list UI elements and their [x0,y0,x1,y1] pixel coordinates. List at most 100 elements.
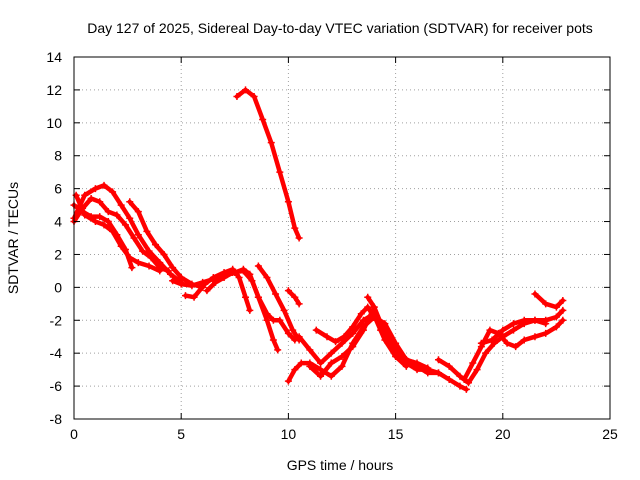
data-point-marker [134,259,142,267]
data-point-marker [364,293,372,301]
data-point-marker [248,277,256,285]
series-arc-8-markers [203,267,299,344]
series-arc-4 [73,192,163,274]
data-point-marker [332,338,340,346]
data-point-marker [151,241,159,249]
series-arc-1 [71,183,184,285]
data-point-marker [104,218,112,226]
data-point-marker [87,195,95,203]
y-tick-label: 10 [46,115,62,131]
data-point-marker [340,333,348,341]
data-point-marker [456,372,464,380]
chart-title: Day 127 of 2025, Sidereal Day-to-day VTE… [87,20,593,36]
y-tick-label: 4 [54,214,62,230]
data-point-marker [113,211,121,219]
data-point-marker [531,290,539,298]
data-point-marker [542,320,550,328]
data-point-marker [117,242,125,250]
data-point-marker [370,303,378,311]
data-point-marker [512,343,520,351]
data-point-marker [126,254,134,262]
data-point-marker [181,292,189,300]
data-point-marker [117,201,125,209]
data-point-marker [409,359,417,367]
x-tick-label: 15 [388,426,404,442]
data-point-marker [464,379,472,387]
data-point-marker [263,273,271,281]
data-point-marker [96,198,104,206]
data-point-marker [552,303,560,311]
data-point-marker [359,326,367,334]
data-point-marker [510,320,518,328]
plot-area [70,86,567,393]
data-point-marker [284,329,292,337]
data-point-marker [284,198,292,206]
data-point-marker [456,382,464,390]
series-arc-7 [183,267,253,313]
series-arc-20 [532,291,566,310]
series-arc-16 [365,294,416,366]
plot-frame [73,56,611,420]
data-point-marker [317,372,325,380]
data-point-marker [503,339,511,347]
data-point-marker [190,293,198,301]
data-point-marker [242,293,250,301]
data-point-marker [413,366,421,374]
data-point-marker [531,333,539,341]
data-point-marker [128,264,136,272]
y-tick-label: -2 [50,312,63,328]
data-point-marker [81,211,89,219]
data-point-marker [203,287,211,295]
y-tick-label: 6 [54,181,62,197]
data-point-marker [177,280,185,288]
series-arc-7-markers [181,265,254,314]
data-point-marker [91,218,99,226]
data-point-marker [242,86,250,94]
data-point-marker [531,316,539,324]
data-point-marker [239,267,247,275]
data-point-marker [220,273,228,281]
data-point-marker [147,254,155,262]
data-point-marker [357,310,365,318]
series-arc-9 [234,87,302,241]
data-point-marker [377,326,385,334]
data-point-marker [276,316,284,324]
series-arc-19-markers [477,316,550,347]
data-point-marker [469,359,477,367]
x-tick-label: 25 [602,426,618,442]
data-point-marker [134,231,142,239]
data-point-marker [477,339,485,347]
series-arc-3 [71,196,171,274]
data-point-marker [164,267,172,275]
data-point-marker [263,316,271,324]
x-axis-label: GPS time / hours [287,457,394,473]
data-point-marker [559,306,567,314]
data-point-marker [473,366,481,374]
data-point-marker [235,273,243,281]
data-point-marker [130,234,138,242]
data-point-marker [482,349,490,357]
data-point-marker [364,303,372,311]
data-point-marker [387,343,395,351]
data-point-marker [520,316,528,324]
y-tick-label: 8 [54,148,62,164]
data-point-marker [552,323,560,331]
series-arc-18 [461,318,566,382]
axis-ticks: 0 5 10 15 20 25 -8 -6 -4 -2 0 2 4 6 8 10 12 14 [46,49,618,442]
data-point-marker [177,273,185,281]
data-point-marker [100,221,108,229]
series-arc-11-markers [284,287,303,308]
data-point-marker [312,326,320,334]
y-tick-label: -8 [50,411,63,427]
data-point-marker [291,293,299,301]
data-point-marker [121,221,129,229]
data-point-marker [269,316,277,324]
data-point-marker [327,372,335,380]
x-tick-label: 20 [495,426,511,442]
data-point-marker [349,323,357,331]
data-point-marker [306,346,314,354]
data-point-marker [263,310,271,318]
data-point-marker [291,366,299,374]
data-point-marker [542,329,550,337]
